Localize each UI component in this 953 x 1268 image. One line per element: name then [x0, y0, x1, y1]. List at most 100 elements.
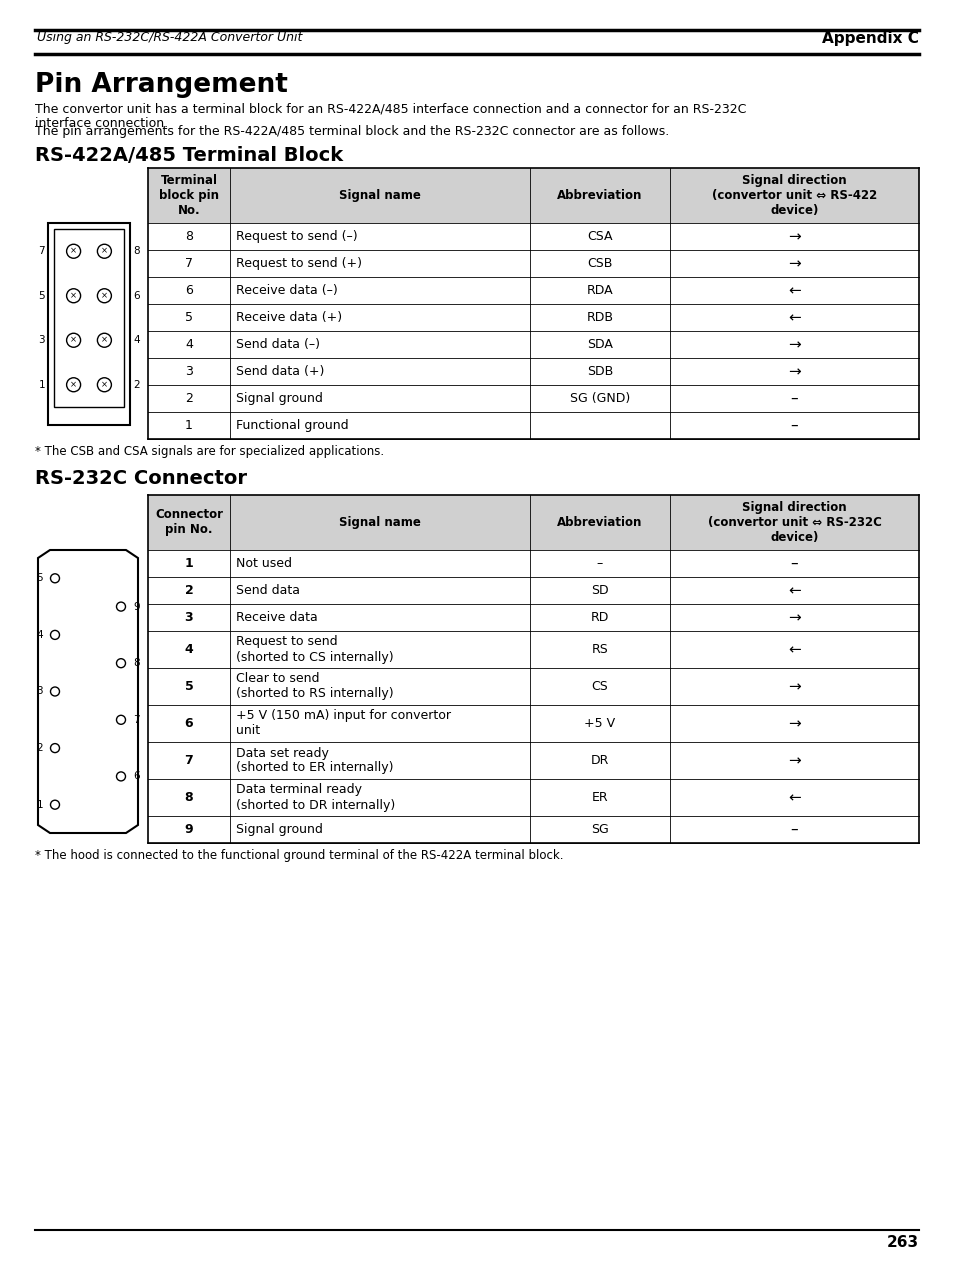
Circle shape	[67, 245, 80, 259]
Text: Send data (–): Send data (–)	[235, 339, 319, 351]
Circle shape	[97, 245, 112, 259]
Text: Receive data (+): Receive data (+)	[235, 311, 342, 325]
Text: 4: 4	[132, 335, 139, 345]
Text: ×: ×	[70, 247, 77, 256]
Text: ×: ×	[101, 380, 108, 389]
Text: Signal direction
(convertor unit ⇔ RS-232C
device): Signal direction (convertor unit ⇔ RS-23…	[707, 501, 881, 544]
Text: Terminal
block pin
No.: Terminal block pin No.	[159, 174, 219, 217]
Text: +5 V (150 mA) input for convertor
unit: +5 V (150 mA) input for convertor unit	[235, 710, 451, 738]
Text: SG (GND): SG (GND)	[569, 392, 630, 404]
Text: 8: 8	[132, 246, 139, 256]
Text: RD: RD	[590, 611, 609, 624]
Circle shape	[97, 289, 112, 303]
Circle shape	[51, 800, 59, 809]
Text: ←: ←	[787, 583, 800, 598]
Text: Send data: Send data	[235, 585, 299, 597]
Text: 2: 2	[185, 392, 193, 404]
Text: Using an RS-232C/RS-422A Convertor Unit: Using an RS-232C/RS-422A Convertor Unit	[37, 30, 302, 44]
Bar	[48, 223, 130, 425]
Text: Functional ground: Functional ground	[235, 418, 348, 432]
Circle shape	[67, 289, 80, 303]
Text: 3: 3	[185, 365, 193, 378]
Text: ←: ←	[787, 642, 800, 657]
Text: ←: ←	[787, 790, 800, 805]
Circle shape	[51, 574, 59, 583]
Text: 8: 8	[185, 230, 193, 243]
Text: Signal name: Signal name	[338, 516, 420, 529]
Text: 5: 5	[36, 573, 43, 583]
Bar	[148, 779, 918, 817]
Text: Abbreviation: Abbreviation	[557, 516, 642, 529]
Text: CSA: CSA	[587, 230, 612, 243]
Text: ←: ←	[787, 283, 800, 298]
Text: ×: ×	[101, 292, 108, 301]
Text: 3: 3	[36, 686, 43, 696]
Text: RDB: RDB	[586, 311, 613, 325]
Bar	[148, 550, 918, 577]
Circle shape	[67, 333, 80, 347]
Text: →: →	[787, 753, 800, 768]
Circle shape	[97, 333, 112, 347]
Text: –: –	[790, 555, 798, 571]
Text: –: –	[597, 557, 602, 571]
Bar	[148, 631, 918, 668]
Text: ×: ×	[101, 336, 108, 345]
Text: RS: RS	[591, 643, 608, 656]
Text: 1: 1	[38, 379, 45, 389]
Text: SD: SD	[591, 585, 608, 597]
Text: +5 V: +5 V	[584, 716, 615, 730]
Text: 4: 4	[185, 339, 193, 351]
Circle shape	[67, 378, 80, 392]
Bar	[148, 495, 918, 550]
Text: 1: 1	[36, 800, 43, 810]
Text: Signal direction
(convertor unit ⇔ RS-422
device): Signal direction (convertor unit ⇔ RS-42…	[711, 174, 876, 217]
Text: 6: 6	[185, 284, 193, 297]
Text: Receive data (–): Receive data (–)	[235, 284, 337, 297]
Text: RS-232C Connector: RS-232C Connector	[35, 469, 247, 488]
Polygon shape	[38, 550, 138, 833]
Text: ×: ×	[70, 292, 77, 301]
Text: Abbreviation: Abbreviation	[557, 189, 642, 202]
Text: 9: 9	[185, 823, 193, 836]
Text: Signal ground: Signal ground	[235, 823, 322, 836]
Text: →: →	[787, 337, 800, 353]
Bar	[148, 385, 918, 412]
Text: 3: 3	[185, 611, 193, 624]
Text: 6: 6	[132, 290, 139, 301]
Text: →: →	[787, 678, 800, 694]
Text: ER: ER	[591, 791, 608, 804]
Text: 263: 263	[886, 1235, 918, 1250]
Text: Request to send (+): Request to send (+)	[235, 257, 361, 270]
Text: 4: 4	[185, 643, 193, 656]
Text: Appendix C: Appendix C	[821, 30, 918, 46]
Text: →: →	[787, 364, 800, 379]
Bar	[148, 412, 918, 439]
Text: 2: 2	[132, 379, 139, 389]
Text: * The CSB and CSA signals are for specialized applications.: * The CSB and CSA signals are for specia…	[35, 445, 384, 458]
Text: CSB: CSB	[587, 257, 612, 270]
Text: 7: 7	[185, 257, 193, 270]
Text: →: →	[787, 610, 800, 625]
Bar	[148, 250, 918, 276]
Bar	[148, 331, 918, 358]
Text: ×: ×	[101, 247, 108, 256]
Text: →: →	[787, 716, 800, 730]
Text: Data terminal ready
(shorted to DR internally): Data terminal ready (shorted to DR inter…	[235, 784, 395, 812]
Text: Clear to send
(shorted to RS internally): Clear to send (shorted to RS internally)	[235, 672, 394, 700]
Text: The pin arrangements for the RS-422A/485 terminal block and the RS-232C connecto: The pin arrangements for the RS-422A/485…	[35, 126, 669, 138]
Bar	[148, 817, 918, 843]
Text: 2: 2	[36, 743, 43, 753]
Circle shape	[116, 658, 126, 668]
Text: SG: SG	[591, 823, 608, 836]
Text: 6: 6	[132, 771, 139, 781]
Text: –: –	[790, 391, 798, 406]
Text: RDA: RDA	[586, 284, 613, 297]
Bar	[54, 230, 124, 407]
Bar	[148, 167, 918, 223]
Text: →: →	[787, 230, 800, 243]
Circle shape	[97, 378, 112, 392]
Text: * The hood is connected to the functional ground terminal of the RS-422A termina: * The hood is connected to the functiona…	[35, 850, 563, 862]
Text: 7: 7	[38, 246, 45, 256]
Text: 8: 8	[132, 658, 139, 668]
Text: CS: CS	[591, 680, 608, 694]
